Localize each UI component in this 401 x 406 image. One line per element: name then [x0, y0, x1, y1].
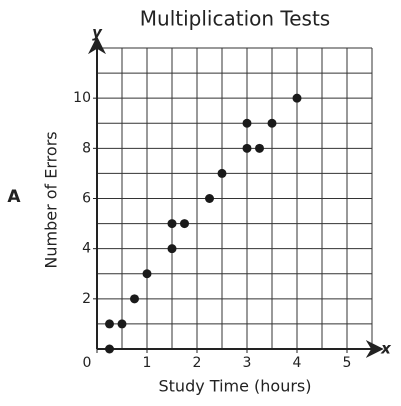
- y-tick-label: 2: [82, 291, 91, 307]
- point: [167, 244, 177, 254]
- y-tick-label: 8: [82, 140, 91, 156]
- x-tick-label: 5: [343, 355, 352, 371]
- y-tick-label: 10: [73, 90, 91, 106]
- point: [180, 219, 189, 229]
- point: [242, 118, 252, 128]
- x-tick-label: 3: [243, 355, 252, 371]
- point: [142, 269, 152, 279]
- point: [242, 143, 252, 153]
- point: [292, 93, 302, 103]
- point: [205, 194, 214, 203]
- x-tick-label: 0: [83, 355, 92, 371]
- point: [217, 168, 227, 178]
- panel-label: A: [7, 187, 21, 207]
- y-tick-label: 6: [82, 191, 91, 207]
- point: [167, 219, 177, 229]
- x-axis-title: Study Time (hours): [159, 377, 312, 396]
- point: [267, 118, 277, 128]
- x-tick-label: 2: [193, 355, 202, 371]
- point: [130, 294, 139, 304]
- point: [117, 319, 127, 329]
- y-axis-title: Number of Errors: [42, 131, 61, 268]
- x-tick-label: 1: [143, 355, 152, 371]
- point: [105, 319, 114, 329]
- x-tick-label: 4: [293, 355, 302, 371]
- point: [255, 143, 264, 153]
- chart-title: Multiplication Tests: [140, 7, 330, 31]
- point: [105, 344, 114, 354]
- y-tick-label: 4: [82, 241, 91, 257]
- y-axis-symbol: y: [92, 24, 103, 42]
